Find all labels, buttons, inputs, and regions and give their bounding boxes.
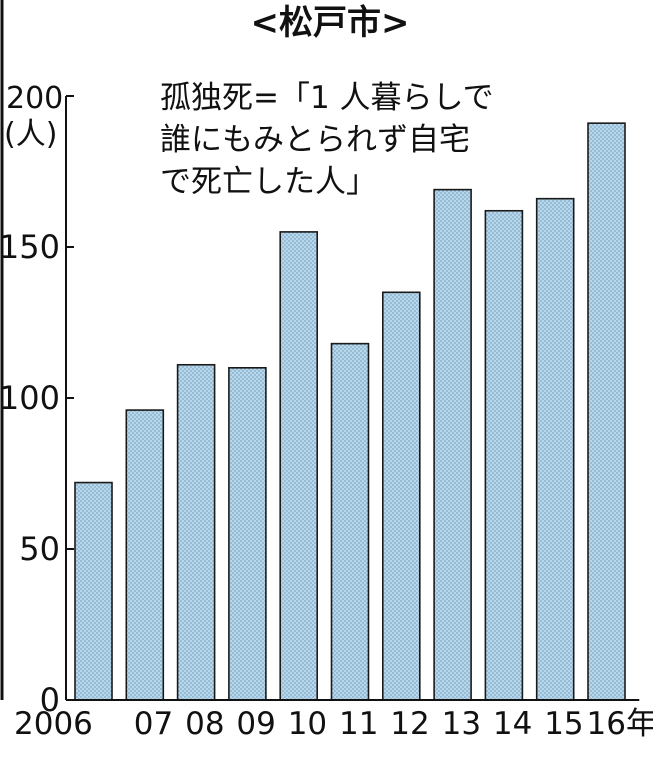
bar [484,209,524,701]
y-tick-label: 50 [19,530,60,568]
chart-title: <松戸市> [251,3,410,43]
y-tick-label: 0 [40,681,60,719]
bar [125,409,165,701]
x-tick-label: 10 [288,706,327,742]
bar [587,122,626,701]
annotation-line-2: 誰にもみとられず自宅 [160,122,470,158]
y-axis-unit-label: (人) [4,117,57,152]
x-tick-label: 12 [390,706,429,742]
y-axis-top-label: 200 [6,81,63,116]
annotation-line-3: で死亡した人」 [160,164,377,200]
x-tick-label: 09 [236,706,275,742]
bar [228,366,267,701]
bar [433,188,472,701]
plot-area: 0 50 100 150 2006 07 08 09 10 11 12 13 14 15 16年 [0,95,653,742]
x-tick-label: 13 [442,706,481,742]
bar [279,231,319,701]
x-tick-label: 07 [134,706,173,742]
bar [381,291,421,701]
x-tick-label: 2006 [14,706,93,742]
x-tick-label: 11 [339,706,378,742]
bar [535,197,575,701]
annotation-line-1: 孤独死=「1 人暮らしで [160,80,494,116]
bar [176,363,216,701]
bar [74,481,113,701]
y-tick-label: 100 [0,379,60,417]
bar [330,342,370,701]
x-tick-label: 08 [185,706,224,742]
y-tick-label: 150 [0,228,60,266]
x-tick-label: 16年 [587,706,653,742]
x-tick-label: 15 [544,706,583,742]
x-tick-label: 14 [493,706,532,742]
